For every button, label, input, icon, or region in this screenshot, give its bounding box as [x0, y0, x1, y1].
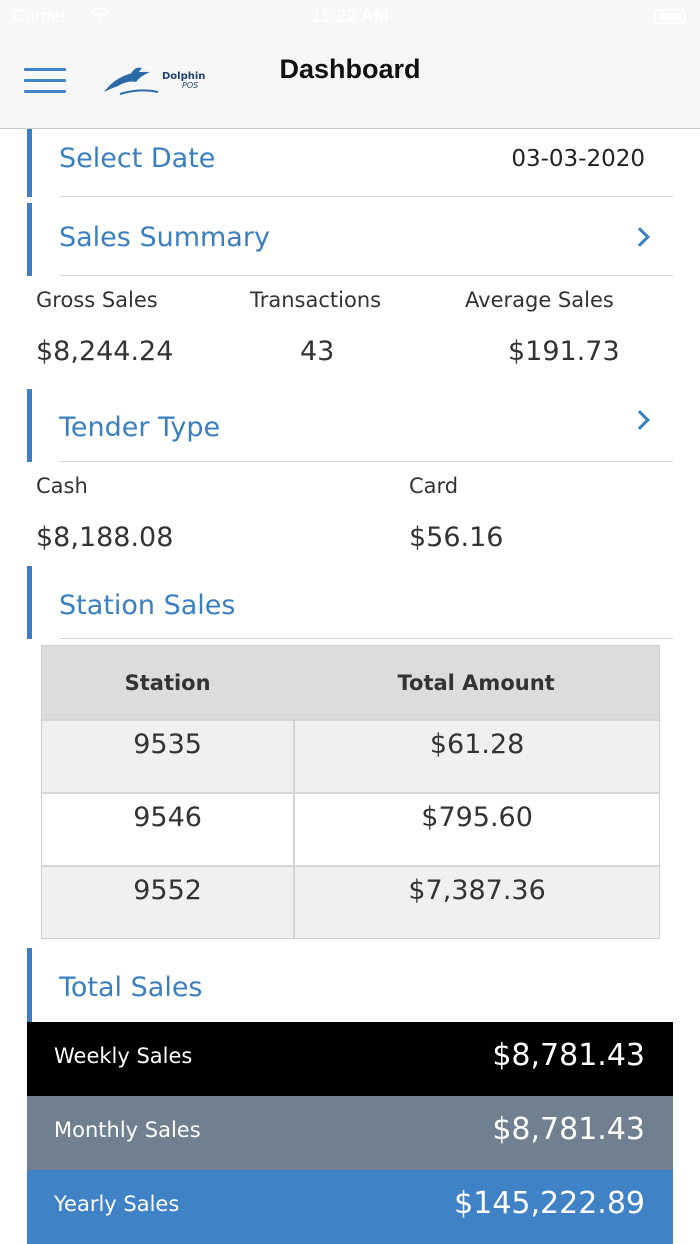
select-date-row[interactable]: Select Date 03-03-2020	[27, 129, 673, 197]
average-sales-label: Average Sales	[465, 288, 614, 312]
cash-label: Cash	[36, 474, 88, 498]
weekly-sales-label: Weekly Sales	[54, 1044, 193, 1068]
station-sales-title: Station Sales	[59, 590, 236, 621]
monthly-sales-label: Monthly Sales	[54, 1118, 201, 1142]
station-cell: 9535	[133, 729, 202, 760]
table-header: Station Total Amount	[42, 646, 659, 719]
tender-type-header[interactable]: Tender Type	[27, 389, 673, 462]
selected-date-value[interactable]: 03-03-2020	[511, 146, 645, 172]
total-sales-title: Total Sales	[59, 972, 203, 1003]
divider	[59, 275, 673, 276]
sales-summary-header[interactable]: Sales Summary	[27, 203, 673, 276]
gross-sales-label: Gross Sales	[36, 288, 158, 312]
dolphin-pos-logo: Dolphin POS	[100, 64, 212, 98]
section-accent	[27, 948, 32, 1022]
table-row: 9546 $795.60	[42, 792, 659, 865]
yearly-sales-row: Yearly Sales $145,222.89	[27, 1170, 673, 1244]
monthly-sales-value: $8,781.43	[492, 1112, 645, 1147]
status-bar: Carrier 11:22 AM	[0, 0, 700, 40]
transactions-label: Transactions	[250, 288, 382, 312]
wifi-icon	[89, 7, 111, 24]
card-label: Card	[409, 474, 459, 498]
page-title: Dashboard	[279, 54, 421, 84]
section-accent	[27, 566, 32, 639]
column-header-station: Station	[124, 670, 211, 695]
tender-type-title: Tender Type	[59, 412, 221, 443]
divider	[59, 461, 673, 462]
weekly-sales-value: $8,781.43	[492, 1038, 645, 1073]
card-value: $56.16	[409, 522, 504, 553]
weekly-sales-row: Weekly Sales $8,781.43	[27, 1022, 673, 1096]
status-time: 11:22 AM	[311, 6, 389, 26]
amount-cell: $795.60	[293, 794, 659, 865]
select-date-title: Select Date	[59, 143, 216, 174]
divider	[59, 638, 673, 639]
chevron-right-icon[interactable]	[630, 227, 650, 247]
chevron-right-icon[interactable]	[630, 410, 650, 430]
transactions-value: 43	[300, 336, 335, 367]
divider	[59, 196, 673, 197]
cash-value: $8,188.08	[36, 522, 174, 553]
section-accent	[27, 203, 32, 276]
section-accent	[27, 129, 32, 197]
station-sales-header: Station Sales	[27, 566, 673, 639]
amount-cell: $61.28	[293, 721, 659, 792]
table-row: 9552 $7,387.36	[42, 865, 659, 938]
svg-text:POS: POS	[182, 81, 198, 90]
average-sales-value: $191.73	[508, 336, 620, 367]
svg-text:Dolphin: Dolphin	[162, 71, 205, 82]
station-cell: 9552	[133, 875, 202, 906]
amount-cell: $7,387.36	[293, 867, 659, 938]
gross-sales-value: $8,244.24	[36, 336, 174, 367]
yearly-sales-value: $145,222.89	[454, 1186, 645, 1221]
sales-summary-title: Sales Summary	[59, 222, 270, 253]
nav-bar: Dolphin POS Dashboard	[0, 40, 700, 129]
station-sales-table: Station Total Amount 9535 $61.28 9546 $7…	[41, 645, 660, 939]
station-cell: 9546	[133, 802, 202, 833]
yearly-sales-label: Yearly Sales	[54, 1192, 180, 1216]
section-accent	[27, 389, 32, 462]
column-header-total-amount: Total Amount	[397, 670, 555, 695]
battery-icon	[654, 9, 686, 24]
total-sales-header: Total Sales	[27, 948, 673, 1022]
table-row: 9535 $61.28	[42, 719, 659, 792]
monthly-sales-row: Monthly Sales $8,781.43	[27, 1096, 673, 1170]
menu-icon[interactable]	[24, 68, 66, 94]
carrier-label: Carrier	[12, 6, 68, 26]
